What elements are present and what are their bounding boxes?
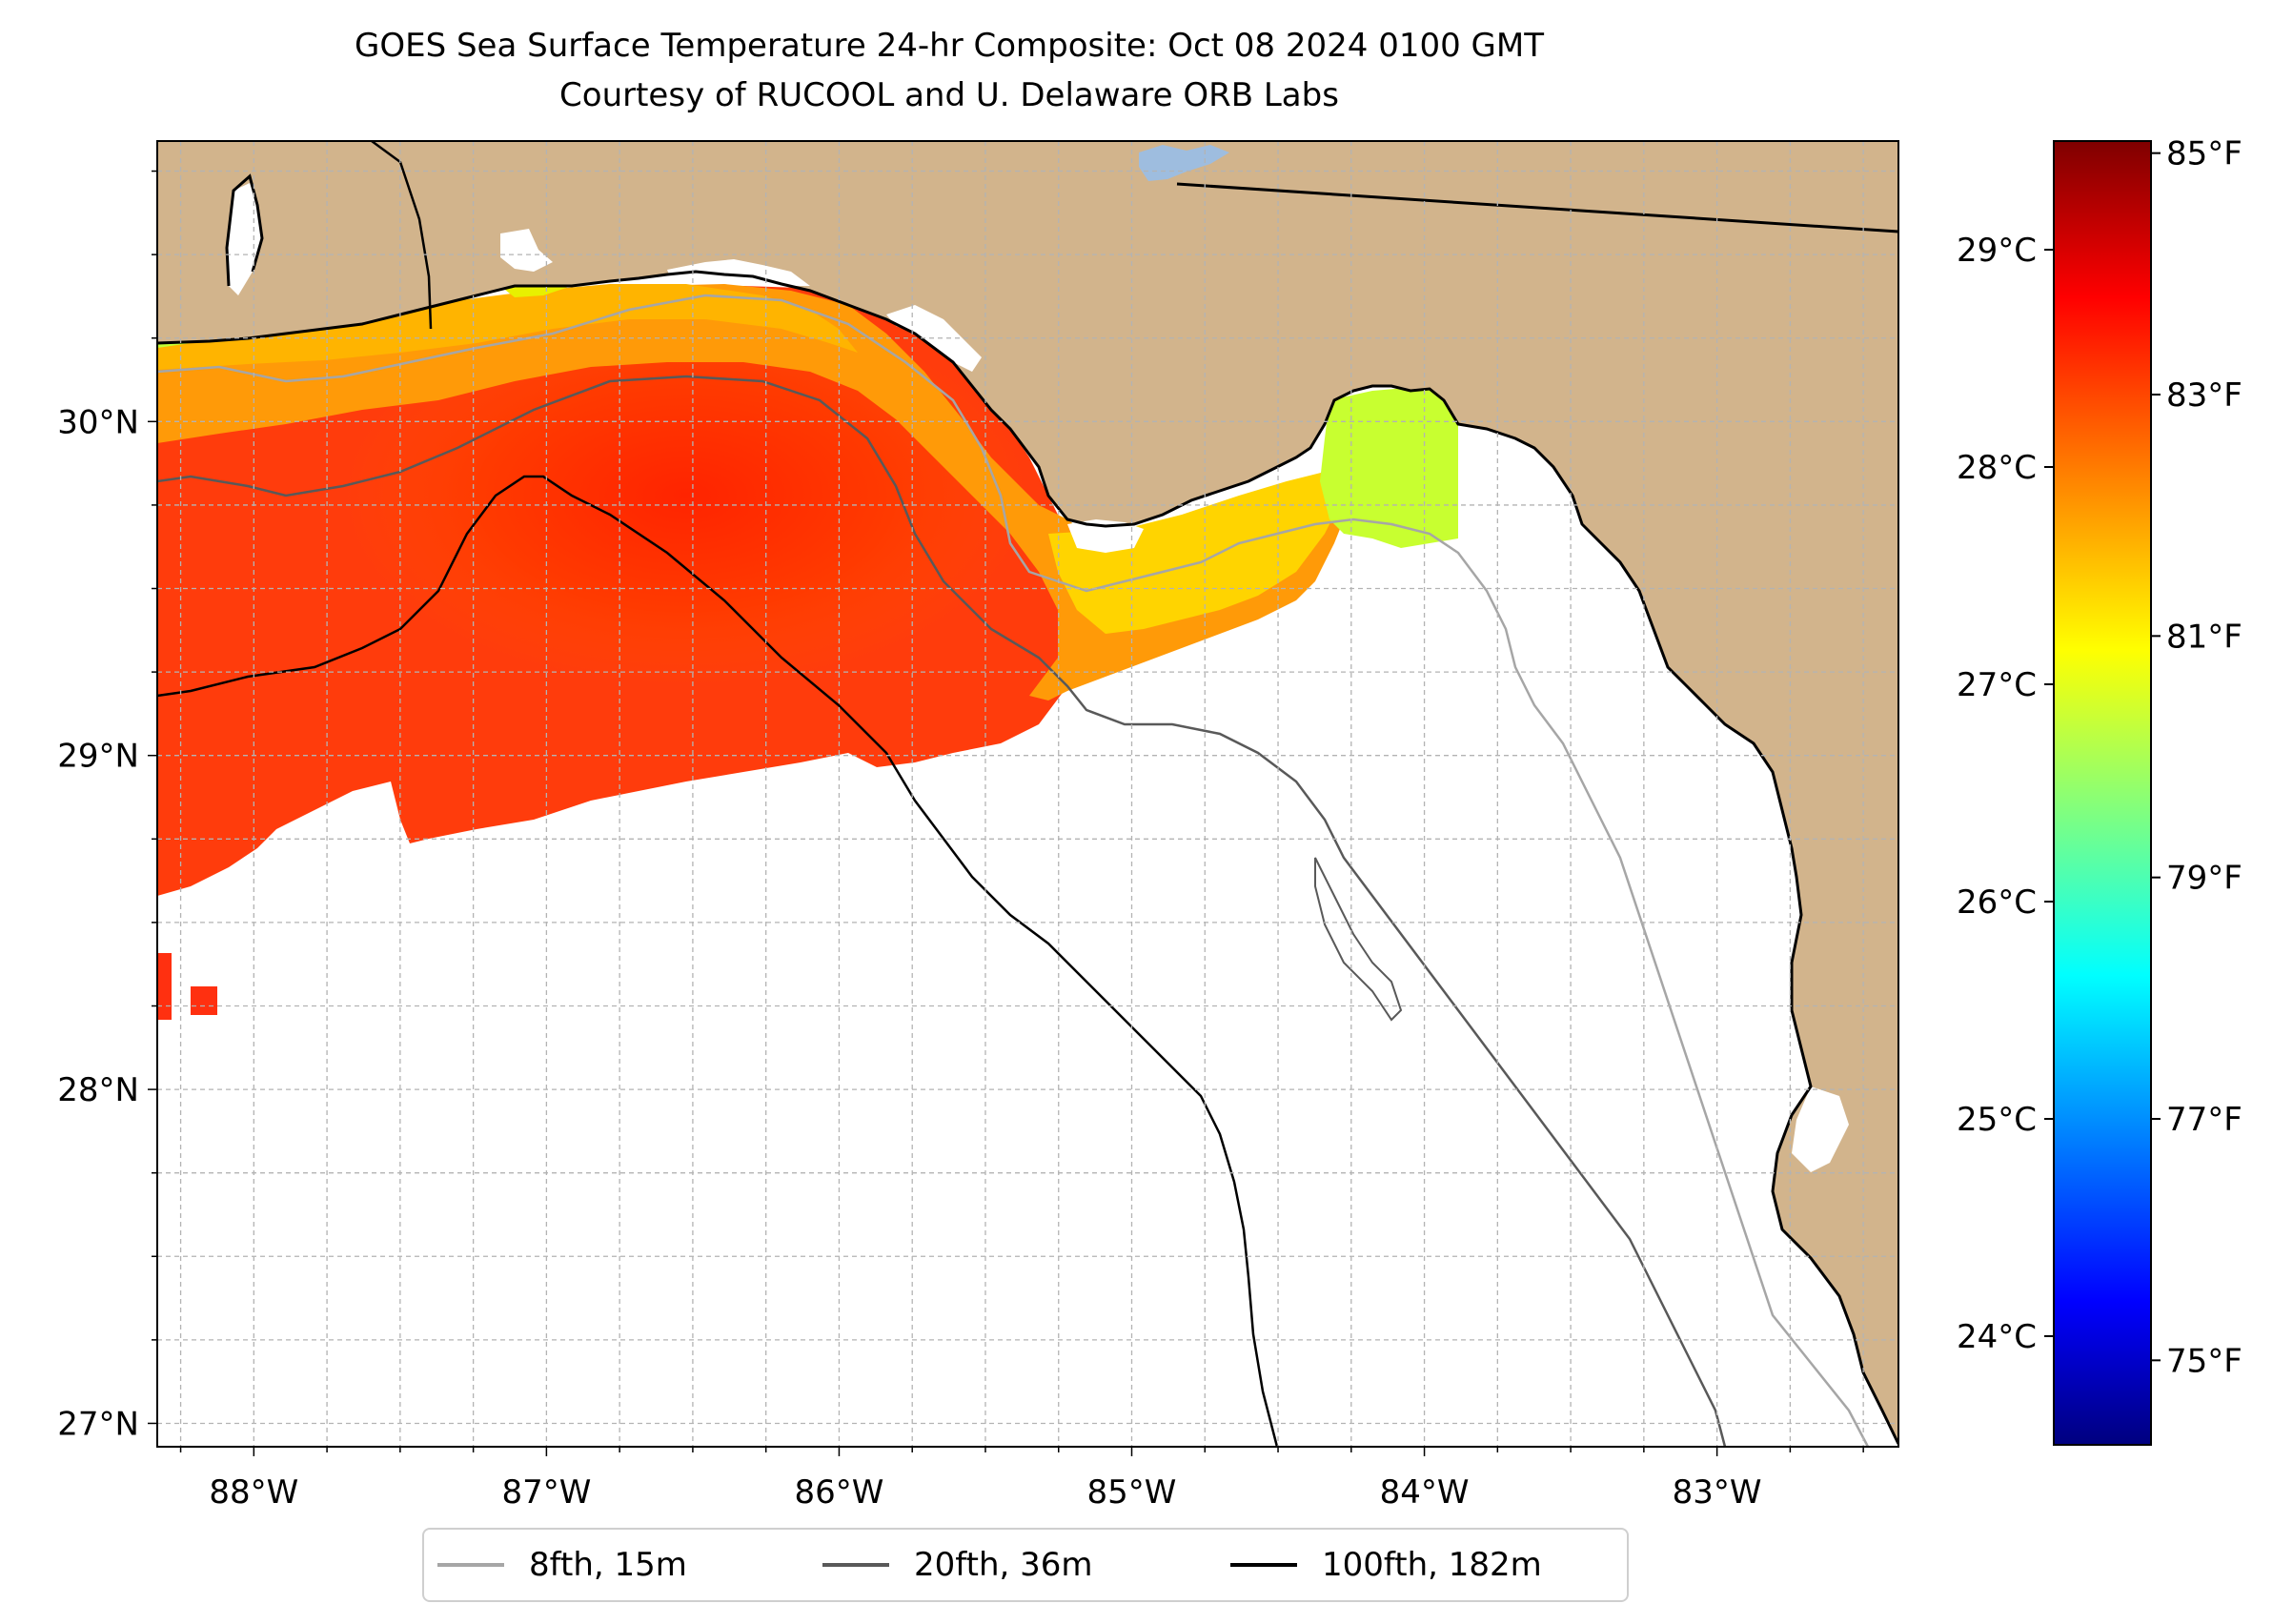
celsius-tick-label: 25°C bbox=[1957, 1101, 2037, 1139]
state-boundary-west bbox=[371, 141, 433, 330]
celsius-tick-label: 28°C bbox=[1957, 449, 2037, 487]
fahrenheit-tick-label: 75°F bbox=[2166, 1342, 2242, 1380]
bay-bigbend bbox=[1458, 424, 1898, 1447]
lat-tick-label: 28°N bbox=[57, 1071, 139, 1109]
sst-nearshore-amber bbox=[157, 284, 858, 370]
contour-100fth bbox=[157, 475, 1279, 1447]
colorbar-ticks: 24°C 25°C 26°C 27°C 28°C 29°C 75°F 77°F 79°F 81°F… bbox=[1957, 135, 2242, 1381]
legend-label-100fth: 100fth, 182m bbox=[1322, 1546, 1542, 1584]
land-north bbox=[157, 141, 1898, 1444]
coastline bbox=[157, 270, 1898, 1445]
lon-tick-label: 83°W bbox=[1673, 1473, 1762, 1512]
legend-label-20fth: 20fth, 36m bbox=[914, 1546, 1093, 1584]
legend-swatch-20fth bbox=[822, 1563, 889, 1567]
map-frame bbox=[156, 140, 1899, 1448]
map-area bbox=[157, 141, 1898, 1447]
lat-tick-label: 29°N bbox=[57, 738, 139, 776]
bay-choctaw bbox=[667, 259, 810, 286]
map-axis-ticks: 88°W 87°W 86°W 85°W 84°W 83°W 27°N 28°N 29°N 30°N bbox=[57, 170, 1864, 1512]
lon-tick-label: 84°W bbox=[1380, 1473, 1470, 1512]
legend-swatch-100fth bbox=[1230, 1563, 1297, 1567]
legend-item-8fth: 8fth, 15m bbox=[437, 1530, 687, 1600]
contour-20fth bbox=[157, 375, 1727, 1447]
chart-title: GOES Sea Surface Temperature 24-hr Compo… bbox=[354, 27, 1544, 65]
bay-apalachicola bbox=[1067, 519, 1144, 553]
bay-tampa bbox=[1792, 1086, 1849, 1172]
fahrenheit-tick-label: 81°F bbox=[2166, 618, 2242, 656]
celsius-tick-label: 29°C bbox=[1957, 232, 2037, 270]
legend-item-100fth: 100fth, 182m bbox=[1230, 1530, 1542, 1600]
legend-item-20fth: 20fth, 36m bbox=[822, 1530, 1093, 1600]
coast-mobile-bay bbox=[225, 173, 264, 287]
legend-label-8fth: 8fth, 15m bbox=[529, 1546, 687, 1584]
lon-tick-label: 88°W bbox=[209, 1473, 298, 1512]
sst-patch-west-2 bbox=[191, 986, 217, 1015]
sst-apalachee-yellow bbox=[1048, 472, 1344, 634]
lat-tick-label: 27°N bbox=[57, 1405, 139, 1443]
sst-bigbend-green bbox=[1320, 386, 1477, 548]
fahrenheit-tick-label: 83°F bbox=[2166, 376, 2242, 415]
celsius-tick-label: 24°C bbox=[1957, 1318, 2037, 1356]
lon-tick-label: 86°W bbox=[795, 1473, 884, 1512]
legend-swatch-8fth bbox=[437, 1563, 504, 1567]
chart-subtitle: Courtesy of RUCOOL and U. Delaware ORB L… bbox=[559, 76, 1339, 114]
celsius-tick-label: 26°C bbox=[1957, 883, 2037, 922]
gridlines bbox=[157, 141, 1898, 1447]
state-boundary bbox=[1176, 182, 1898, 233]
contour-legend: 8fth, 15m 20fth, 36m 100fth, 182m bbox=[422, 1528, 1629, 1602]
celsius-tick-label: 27°C bbox=[1957, 666, 2037, 704]
sst-patch-west bbox=[157, 953, 172, 1020]
fahrenheit-tick-label: 79°F bbox=[2166, 860, 2242, 898]
sst-nearshore-orange bbox=[157, 284, 1353, 700]
colorbar bbox=[2053, 140, 2152, 1446]
fahrenheit-tick-label: 77°F bbox=[2166, 1101, 2242, 1139]
bay-pensacola bbox=[500, 229, 553, 272]
contour-20fth-big-bend bbox=[1314, 857, 1403, 1022]
lake bbox=[1139, 145, 1229, 181]
lon-tick-label: 87°W bbox=[501, 1473, 591, 1512]
lat-tick-label: 30°N bbox=[57, 403, 139, 441]
fahrenheit-tick-label: 85°F bbox=[2166, 135, 2242, 173]
lon-tick-label: 85°W bbox=[1087, 1473, 1177, 1512]
sst-warm-core bbox=[343, 305, 1029, 686]
